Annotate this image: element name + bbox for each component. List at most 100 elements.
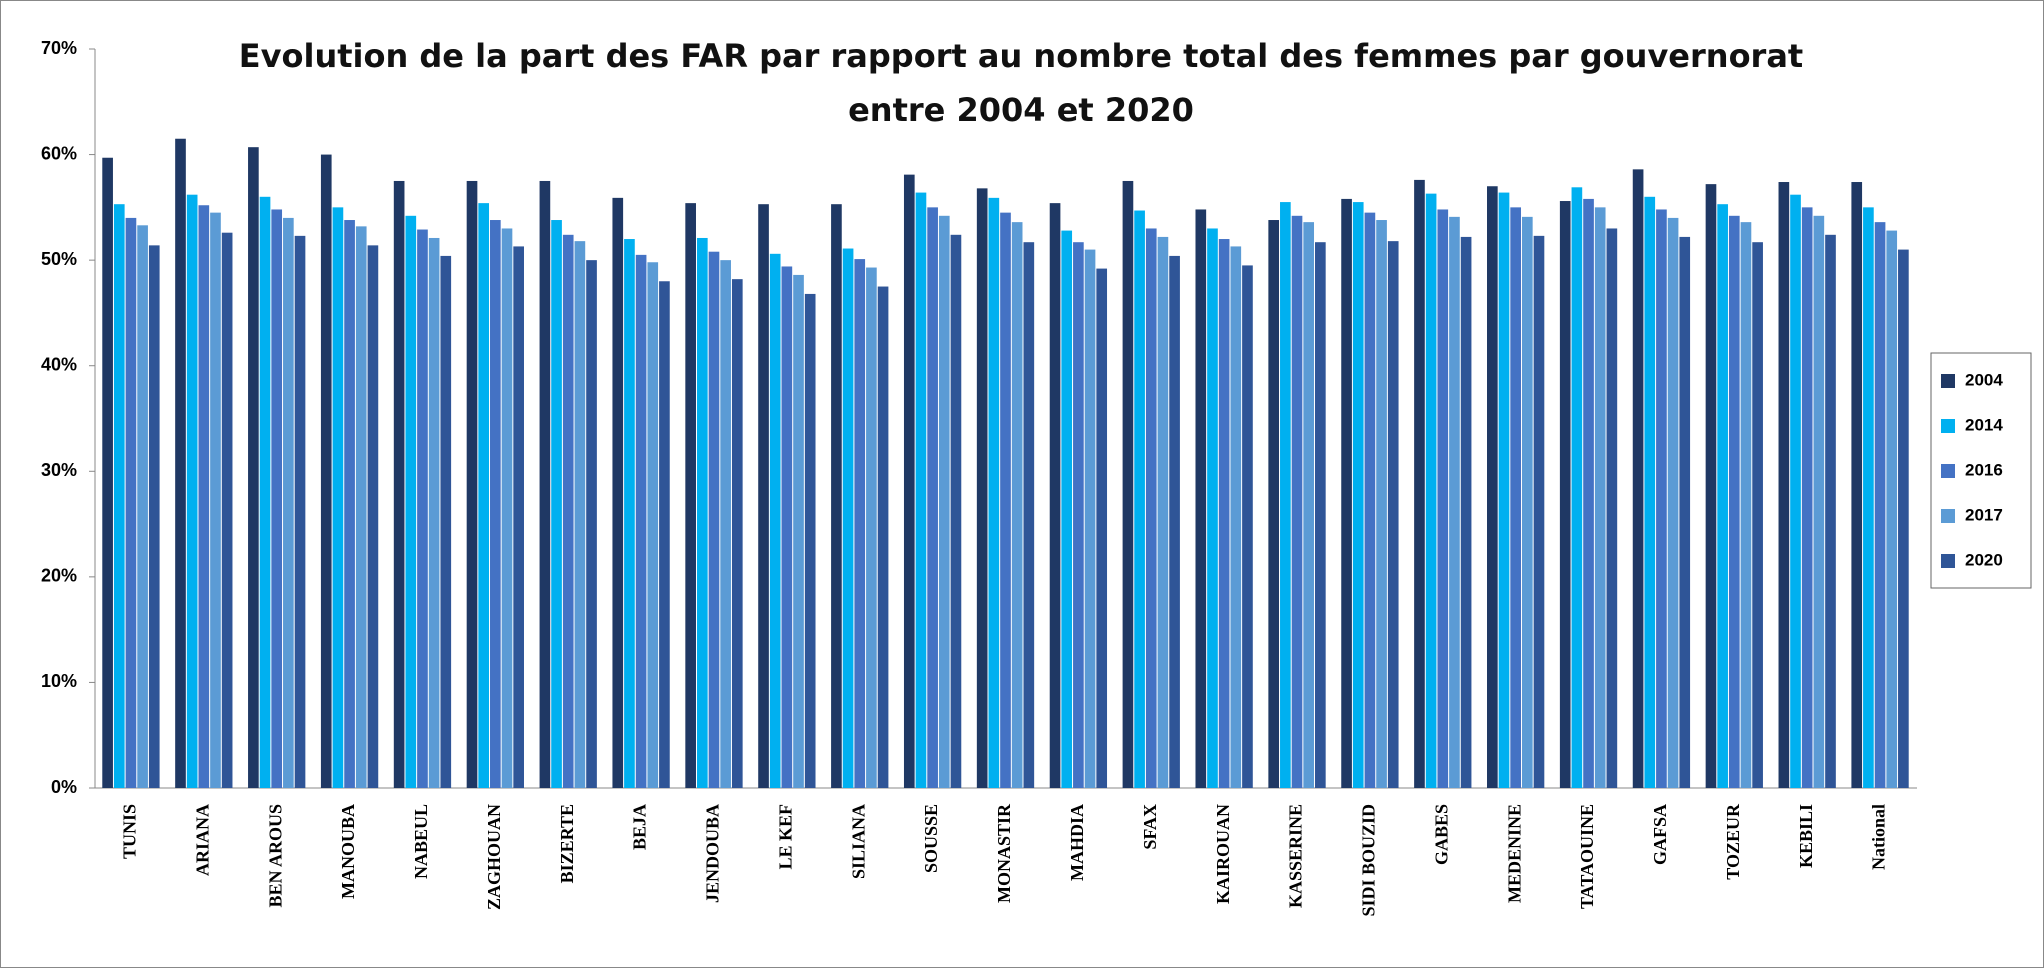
bar	[1813, 215, 1825, 788]
bar	[685, 203, 696, 789]
bar	[283, 217, 294, 788]
bar	[210, 212, 221, 788]
bar	[271, 209, 283, 788]
x-tick-label: ZAGHOUAN	[484, 804, 504, 910]
x-tick-label: KEBILI	[1796, 804, 1816, 868]
bar	[1606, 228, 1618, 788]
bar	[417, 229, 428, 788]
bar	[1851, 182, 1863, 788]
bar	[1778, 182, 1790, 788]
bar	[1387, 241, 1399, 788]
bar	[1414, 179, 1425, 788]
bar	[1061, 230, 1073, 788]
y-tick-label: 50%	[41, 249, 77, 269]
bar	[221, 232, 233, 789]
bar	[877, 286, 889, 788]
bar	[148, 245, 160, 788]
bar	[1291, 215, 1303, 788]
bar	[562, 234, 574, 788]
bar	[1023, 242, 1035, 789]
bar	[513, 246, 524, 788]
bar	[113, 204, 125, 788]
bar	[137, 225, 148, 788]
bar	[1280, 202, 1291, 789]
bar	[1874, 222, 1886, 788]
x-tick-label: BEN AROUS	[265, 804, 285, 908]
x-tick-label: GAFSA	[1650, 804, 1670, 865]
bar	[758, 204, 769, 788]
bar	[1242, 265, 1253, 789]
bar	[320, 154, 332, 789]
bar	[1667, 217, 1679, 788]
bar	[1705, 184, 1717, 789]
bar	[501, 228, 513, 788]
x-tick-label: KAIROUAN	[1213, 804, 1233, 904]
bar	[198, 205, 210, 788]
bar	[367, 245, 379, 788]
bar	[1533, 235, 1545, 788]
x-tick-label: National	[1869, 804, 1889, 870]
bar	[1644, 196, 1656, 789]
legend-box	[1930, 352, 2032, 589]
bar	[1084, 249, 1096, 789]
bar	[1632, 169, 1644, 788]
bar	[854, 259, 866, 788]
bar	[1801, 207, 1813, 788]
bar	[915, 192, 927, 788]
y-tick-label: 0%	[51, 777, 77, 797]
bar	[490, 220, 501, 789]
x-tick-label: JENDOUBA	[703, 804, 723, 903]
bar	[1498, 192, 1510, 788]
bar	[539, 180, 551, 788]
bar	[175, 138, 186, 788]
x-tick-label: SIDI BOUZID	[1359, 804, 1379, 917]
bar	[976, 188, 988, 789]
bar	[708, 251, 720, 788]
bar	[478, 203, 490, 789]
bar	[720, 260, 731, 789]
legend-label: 2004	[1965, 370, 2003, 389]
bar	[1728, 215, 1740, 788]
x-tick-label: MONASTIR	[994, 803, 1014, 903]
bar	[696, 237, 708, 789]
bar	[1559, 201, 1571, 789]
bar	[1825, 234, 1836, 788]
bar	[793, 274, 804, 788]
x-tick-label: SOUSSE	[921, 804, 941, 873]
bar	[102, 157, 113, 788]
legend-swatch	[1941, 509, 1955, 523]
bar	[1449, 216, 1460, 788]
y-tick-label: 10%	[41, 671, 77, 691]
bar	[1583, 198, 1594, 788]
bar	[950, 234, 962, 788]
x-tick-label: TOZEUR	[1723, 803, 1743, 880]
bar	[1594, 207, 1606, 788]
bar	[1717, 204, 1728, 788]
legend-swatch	[1941, 464, 1955, 478]
bar	[635, 254, 647, 789]
bar	[1571, 187, 1583, 788]
bar	[781, 266, 793, 788]
x-tick-label: GABES	[1431, 804, 1451, 865]
bar	[1218, 239, 1230, 788]
bar	[586, 260, 597, 789]
bar	[1425, 193, 1437, 788]
x-tick-label: BIZERTE	[557, 804, 577, 883]
bar	[1740, 222, 1752, 788]
x-tick-label: LE KEF	[775, 804, 795, 870]
y-tick-label: 20%	[41, 566, 77, 586]
y-tick-label: 30%	[41, 460, 77, 480]
bar	[1886, 230, 1898, 788]
y-tick-label: 40%	[41, 354, 77, 374]
legend-label: 2016	[1965, 460, 2003, 479]
bar	[1000, 212, 1011, 788]
bar	[1145, 228, 1157, 788]
bar	[1134, 210, 1145, 788]
x-tick-label: KASSERINE	[1286, 804, 1306, 908]
bar	[1315, 242, 1326, 789]
bar	[1656, 209, 1667, 788]
bar	[903, 174, 915, 788]
bar	[1207, 228, 1218, 788]
bar	[428, 237, 440, 789]
